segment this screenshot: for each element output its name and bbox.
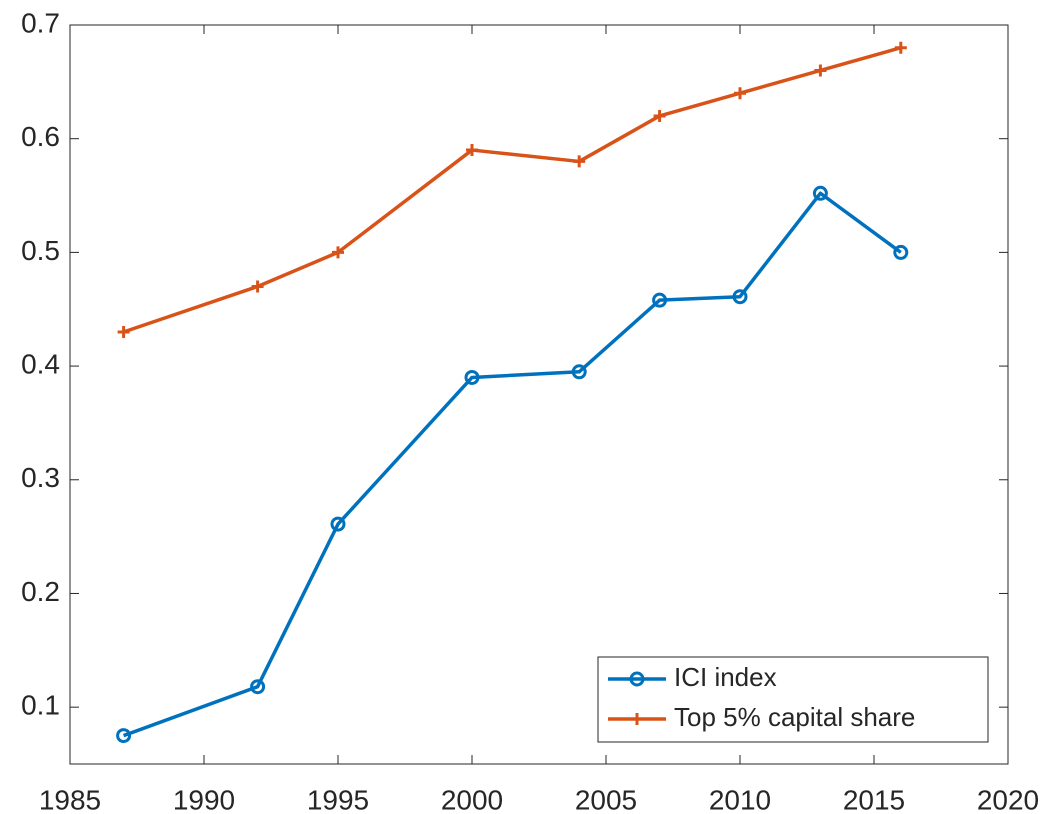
marker [250, 679, 266, 695]
legend: ICI index Top 5% capital share [597, 656, 989, 743]
plot-area [69, 24, 1009, 765]
y-tick-label: 0.2 [21, 576, 60, 607]
marker [571, 364, 587, 380]
y-tick-label: 0.7 [21, 7, 60, 38]
x-tick-label: 2010 [709, 784, 771, 814]
legend-marker [629, 671, 645, 687]
y-tick-label: 0.5 [21, 235, 60, 266]
y-tick-label: 0.3 [21, 462, 60, 493]
y-tick-label: 0.1 [21, 690, 60, 721]
x-tick-label: 1995 [307, 784, 369, 814]
marker [117, 325, 130, 338]
marker [893, 244, 909, 260]
marker [814, 64, 827, 77]
marker [464, 369, 480, 385]
marker [894, 41, 907, 54]
legend-box [597, 656, 989, 743]
y-tick-label: 0.4 [21, 348, 60, 379]
x-tick-label: 2015 [843, 784, 905, 814]
marker [732, 289, 748, 305]
marker [653, 109, 666, 122]
marker [812, 185, 828, 201]
marker [734, 87, 746, 100]
legend-marker [631, 713, 643, 725]
legend-label: ICI index [674, 662, 777, 692]
x-tick-label: 1990 [173, 784, 235, 814]
y-tick-label: 0.6 [21, 121, 60, 152]
marker [332, 246, 344, 259]
x-tick-label: 1985 [39, 784, 101, 814]
x-tick-label: 2020 [977, 784, 1039, 814]
marker [652, 292, 668, 308]
marker [330, 516, 346, 532]
marker [116, 728, 132, 744]
marker [251, 280, 264, 293]
x-tick-label: 2005 [575, 784, 637, 814]
x-tick-label: 2000 [441, 784, 503, 814]
marker [466, 144, 478, 157]
marker [573, 155, 586, 168]
series-line [123, 191, 902, 738]
legend-label: Top 5% capital share [674, 702, 915, 732]
